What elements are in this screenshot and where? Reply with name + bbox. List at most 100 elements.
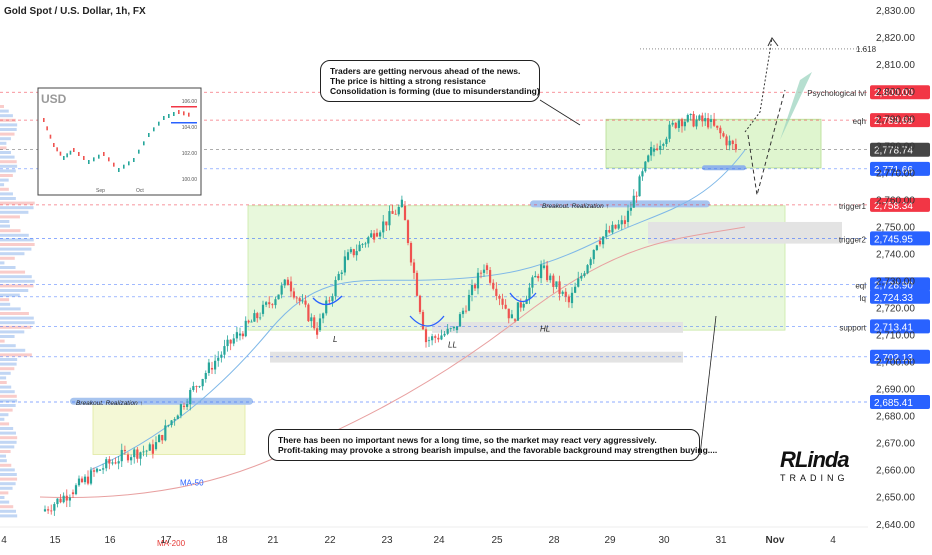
candle-body-169 [558, 281, 561, 294]
volume-profile-bar-78 [0, 463, 12, 467]
inset-candle-2-0 [63, 156, 65, 160]
candle-body-45 [182, 405, 186, 407]
volume-profile-bar-42 [0, 298, 10, 302]
inset-candle-2-1 [66, 153, 68, 158]
inset-candle-3-0 [73, 148, 75, 152]
candle-body-89 [316, 328, 319, 335]
y-tick-16: 2,800.00 [876, 87, 915, 98]
candle-body-226 [731, 140, 734, 145]
candle-body-48 [192, 386, 195, 390]
x-tick-10: 28 [548, 535, 560, 546]
band-2702 [270, 351, 683, 363]
inset-candle-4-0 [88, 160, 90, 164]
candle-body-202 [659, 145, 662, 150]
annotation-2: L [333, 335, 337, 344]
candle-body-136 [458, 314, 462, 327]
y-tick-10: 2,740.00 [876, 249, 915, 260]
y-tick-5: 2,690.00 [876, 385, 915, 396]
candle-body-182 [598, 240, 602, 245]
time-axis[interactable]: 4 15 16 17 18 21 22 23 24 25 28 29 30 31 Nov 4 [0, 526, 868, 546]
price-tag-9 [870, 349, 930, 364]
volume-profile-bar-68 [0, 417, 5, 421]
volume-profile-bar-60 [0, 381, 7, 384]
candle-body-27 [126, 454, 130, 461]
candle-body-141 [473, 284, 477, 289]
candle-body-188 [617, 224, 620, 229]
inset-candle-0-2 [49, 134, 52, 139]
price-axis[interactable]: 2,800.00 2,789.69 2,778.74 2,771.66 2,758.34… [870, 6, 930, 531]
candle-body-91 [322, 313, 325, 319]
candle-body-19 [102, 468, 105, 470]
inset-candle-7-2 [143, 141, 145, 146]
top-note-line-3: Consolidation is forming (due to misunde… [330, 86, 540, 96]
candle-body-28 [130, 457, 133, 461]
candle-body-143 [479, 272, 483, 274]
moving-averages-layer [39, 149, 746, 499]
candle-body-161 [534, 275, 537, 278]
volume-profile-bar-7 [0, 137, 11, 141]
volume-profile-bar-46 [0, 316, 34, 320]
candle-body-212 [689, 113, 692, 116]
candle-body-100 [349, 249, 352, 253]
candle-body-9 [71, 492, 75, 495]
inset-candle-10-1 [183, 111, 185, 116]
volume-profile-bar-50 [0, 335, 15, 338]
y-tick-8: 2,720.00 [876, 303, 915, 314]
candle-body-59 [226, 339, 229, 347]
ma-200-line [39, 226, 746, 499]
level-name-7: lq [860, 294, 866, 303]
candle-body-180 [592, 249, 595, 260]
projection-up-head [767, 37, 779, 47]
candle-body-189 [620, 220, 623, 225]
x-tick-1: 15 [49, 535, 61, 546]
volume-profile-bar-41 [0, 293, 20, 297]
candle-body-107 [370, 233, 373, 238]
inset-candle-8-1 [153, 127, 155, 132]
inset-candle-3-1 [78, 152, 80, 156]
candle-body-1 [47, 509, 50, 511]
volume-profile-bar-25 [0, 220, 10, 223]
candle-body-56 [217, 357, 220, 361]
candle-body-61 [232, 338, 235, 344]
volume-profile-bar-58 [0, 371, 11, 375]
volume-profile-bar-81 [0, 477, 18, 481]
inset-candle-9-2 [173, 112, 175, 116]
candle-body-68 [253, 313, 256, 322]
candle-body-130 [440, 335, 443, 340]
candle-body-178 [586, 265, 589, 274]
candle-body-44 [179, 404, 182, 416]
top-note-line-1: Traders are getting nervous ahead of the… [330, 66, 521, 76]
price-tag-4 [870, 197, 930, 212]
candle-body-39 [164, 425, 167, 441]
candle-body-119 [406, 220, 410, 244]
candle-body-179 [589, 259, 592, 266]
candle-body-10 [74, 485, 78, 495]
volume-profile-bar-79 [0, 468, 15, 472]
candle-body-113 [388, 211, 391, 226]
x-tick-11: 29 [604, 535, 616, 546]
volume-profile-bar-30 [0, 243, 35, 246]
candle-body-96 [337, 273, 340, 280]
candle-body-112 [385, 221, 388, 226]
volume-profile-bar-6 [0, 132, 15, 136]
swing-l [312, 295, 343, 306]
volume-profile-bar-33 [0, 256, 15, 260]
inset-title: USD [41, 92, 67, 106]
candle-body-84 [301, 300, 304, 302]
candle-body-114 [391, 211, 394, 214]
candle-body-62 [235, 332, 238, 339]
price-tag-text-8: 2,713.41 [874, 322, 913, 333]
volume-profile-bar-14 [0, 169, 16, 173]
candle-body-200 [652, 148, 656, 152]
candle-body-95 [334, 279, 337, 297]
volume-profile-bar-65 [0, 404, 16, 407]
candle-body-201 [656, 148, 659, 150]
candle-body-85 [304, 300, 307, 305]
candle-body-183 [602, 236, 605, 245]
candle-body-148 [495, 288, 498, 296]
projection-up [744, 37, 773, 133]
candle-body-224 [725, 136, 728, 146]
symbol-title[interactable]: Gold Spot / U.S. Dollar, 1h, FX [4, 6, 146, 17]
inset-candle-6-0 [118, 168, 120, 172]
